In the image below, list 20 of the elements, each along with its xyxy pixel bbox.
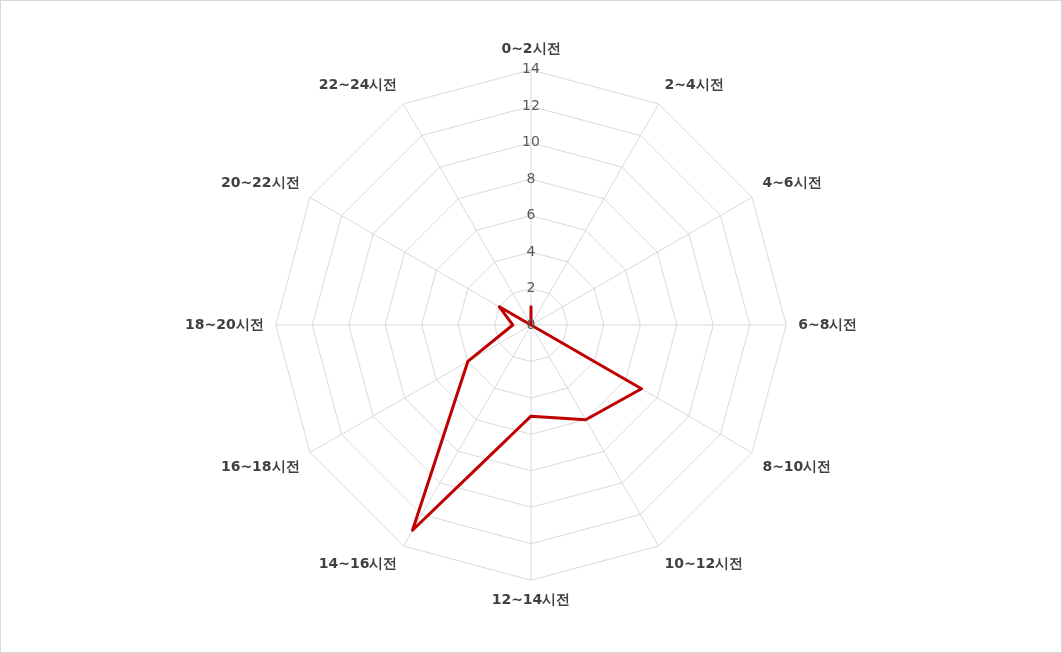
spoke-label: 12~14시전 xyxy=(491,591,571,608)
spoke-label: 18~20시전 xyxy=(185,315,264,332)
y-tick-label: 4 xyxy=(526,242,536,259)
y-tick-label: 12 xyxy=(522,96,540,113)
spoke-label: 22~24시전 xyxy=(318,75,398,92)
y-tick-label: 2 xyxy=(526,279,536,296)
spoke-label: 10~12시전 xyxy=(664,555,744,572)
spoke-label: 14~16시전 xyxy=(318,555,398,572)
spoke-label: 2~4시전 xyxy=(664,75,724,92)
y-tick-label: 0 xyxy=(526,315,536,332)
y-tick-label: 8 xyxy=(526,169,536,186)
spoke-label: 16~18시전 xyxy=(220,457,300,474)
spoke-label: 4~6시전 xyxy=(762,173,822,190)
spoke-label: 20~22시전 xyxy=(220,173,300,190)
spoke-label: 0~2시전 xyxy=(501,40,561,57)
y-tick-label: 10 xyxy=(522,133,540,150)
spoke-label: 6~8시전 xyxy=(798,315,858,332)
spoke-label: 8~10시전 xyxy=(762,457,832,474)
y-tick-label: 14 xyxy=(522,60,540,77)
y-tick-label: 6 xyxy=(526,206,536,223)
